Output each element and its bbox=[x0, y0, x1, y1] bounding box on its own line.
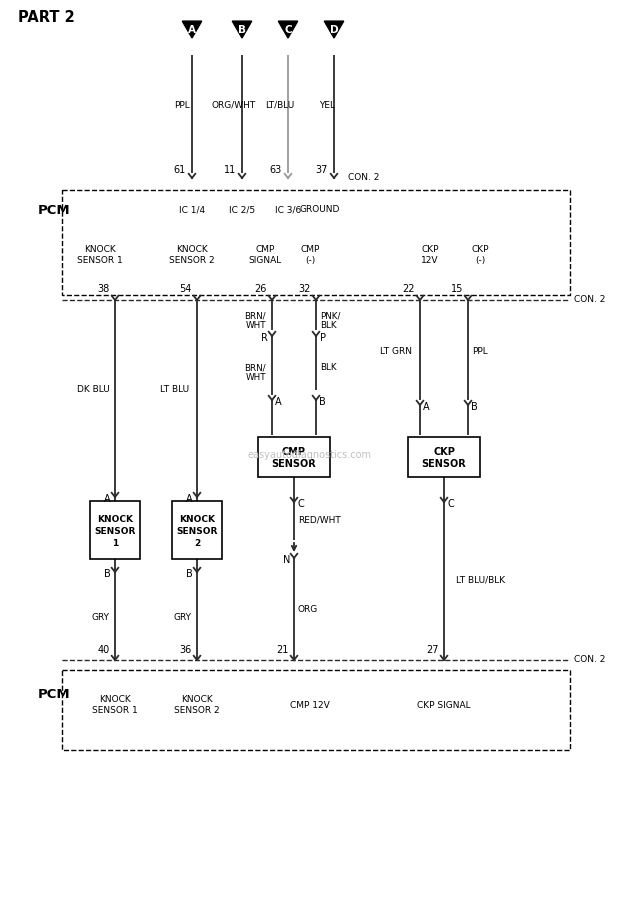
Polygon shape bbox=[182, 21, 201, 38]
Text: B: B bbox=[471, 402, 478, 412]
Text: KNOCK
SENSOR 1: KNOCK SENSOR 1 bbox=[92, 696, 138, 715]
Text: DK BLU: DK BLU bbox=[77, 385, 109, 394]
Text: CON. 2: CON. 2 bbox=[574, 655, 606, 664]
Text: SENSOR: SENSOR bbox=[176, 527, 218, 536]
Text: 61: 61 bbox=[174, 165, 186, 175]
Text: CON. 2: CON. 2 bbox=[574, 295, 606, 304]
Text: PPL: PPL bbox=[174, 101, 190, 110]
Text: 54: 54 bbox=[180, 284, 192, 294]
Text: LT BLU: LT BLU bbox=[161, 385, 190, 394]
Text: IC 1/4: IC 1/4 bbox=[179, 205, 205, 214]
Text: 2: 2 bbox=[194, 539, 200, 548]
Text: IC 3/6: IC 3/6 bbox=[275, 205, 301, 214]
Text: KNOCK: KNOCK bbox=[97, 516, 133, 525]
Text: WHT: WHT bbox=[245, 321, 266, 330]
Text: CMP 12V: CMP 12V bbox=[290, 700, 330, 709]
Text: P: P bbox=[320, 333, 326, 343]
Bar bbox=[408, 437, 480, 477]
Text: CON. 2: CON. 2 bbox=[348, 174, 379, 183]
Text: CMP: CMP bbox=[282, 447, 306, 457]
Text: 21: 21 bbox=[277, 645, 289, 655]
Polygon shape bbox=[278, 21, 298, 38]
Text: CMP
(-): CMP (-) bbox=[300, 246, 320, 265]
Text: RED/WHT: RED/WHT bbox=[298, 516, 341, 525]
Text: 22: 22 bbox=[402, 284, 415, 294]
Text: A: A bbox=[188, 24, 196, 34]
Text: 40: 40 bbox=[98, 645, 110, 655]
Text: BLK: BLK bbox=[320, 321, 337, 330]
Polygon shape bbox=[232, 21, 252, 38]
Bar bbox=[172, 501, 222, 559]
Text: CMP
SIGNAL: CMP SIGNAL bbox=[248, 246, 282, 265]
Text: B: B bbox=[319, 397, 326, 407]
Text: PPL: PPL bbox=[472, 347, 488, 356]
Text: KNOCK
SENSOR 2: KNOCK SENSOR 2 bbox=[169, 246, 215, 265]
Text: BRN/: BRN/ bbox=[244, 364, 266, 373]
Text: YEL: YEL bbox=[319, 101, 335, 110]
Text: 1: 1 bbox=[112, 539, 118, 548]
Text: D: D bbox=[329, 24, 338, 34]
Polygon shape bbox=[324, 21, 344, 38]
Text: C: C bbox=[298, 499, 305, 509]
Text: PART 2: PART 2 bbox=[18, 11, 75, 25]
Text: A: A bbox=[275, 397, 282, 407]
Text: WHT: WHT bbox=[245, 374, 266, 382]
Text: BRN/: BRN/ bbox=[244, 311, 266, 320]
Bar bbox=[62, 670, 570, 750]
Text: B: B bbox=[186, 569, 193, 579]
Text: 32: 32 bbox=[298, 284, 311, 294]
Text: LT BLU/BLK: LT BLU/BLK bbox=[456, 575, 505, 584]
Text: KNOCK
SENSOR 2: KNOCK SENSOR 2 bbox=[174, 696, 220, 715]
Text: 38: 38 bbox=[98, 284, 110, 294]
Text: CKP
12V: CKP 12V bbox=[421, 246, 439, 265]
Text: A: A bbox=[187, 494, 193, 504]
Text: GROUND: GROUND bbox=[300, 205, 340, 214]
Text: PCM: PCM bbox=[38, 203, 70, 217]
Text: LT GRN: LT GRN bbox=[380, 347, 412, 356]
Text: CKP SIGNAL: CKP SIGNAL bbox=[417, 700, 471, 709]
Text: SENSOR: SENSOR bbox=[95, 527, 136, 536]
Text: SENSOR: SENSOR bbox=[272, 459, 316, 469]
Text: R: R bbox=[261, 333, 268, 343]
Text: LT/BLU: LT/BLU bbox=[265, 101, 295, 110]
Bar bbox=[62, 190, 570, 295]
Text: BLK: BLK bbox=[320, 364, 337, 373]
Text: KNOCK
SENSOR 1: KNOCK SENSOR 1 bbox=[77, 246, 123, 265]
Text: IC 2/5: IC 2/5 bbox=[229, 205, 255, 214]
Text: PNK/: PNK/ bbox=[320, 311, 341, 320]
Text: PCM: PCM bbox=[38, 688, 70, 701]
Text: B: B bbox=[104, 569, 111, 579]
Text: CKP: CKP bbox=[433, 447, 455, 457]
Text: 26: 26 bbox=[255, 284, 267, 294]
Bar bbox=[258, 437, 330, 477]
Bar bbox=[90, 501, 140, 559]
Text: SENSOR: SENSOR bbox=[421, 459, 467, 469]
Text: 63: 63 bbox=[269, 165, 282, 175]
Text: B: B bbox=[238, 24, 246, 34]
Text: CKP
(-): CKP (-) bbox=[472, 246, 489, 265]
Text: ORG: ORG bbox=[298, 606, 318, 615]
Text: GRY: GRY bbox=[92, 614, 110, 623]
Text: KNOCK: KNOCK bbox=[179, 516, 215, 525]
Text: 15: 15 bbox=[451, 284, 463, 294]
Text: 11: 11 bbox=[224, 165, 236, 175]
Text: C: C bbox=[448, 499, 455, 509]
Text: GRY: GRY bbox=[174, 614, 192, 623]
Text: 27: 27 bbox=[426, 645, 439, 655]
Text: ORG/WHT: ORG/WHT bbox=[212, 101, 256, 110]
Text: A: A bbox=[104, 494, 111, 504]
Text: 36: 36 bbox=[180, 645, 192, 655]
Text: A: A bbox=[423, 402, 430, 412]
Text: N: N bbox=[282, 555, 290, 565]
Text: easyautodiagnostics.com: easyautodiagnostics.com bbox=[247, 450, 371, 460]
Text: 37: 37 bbox=[316, 165, 328, 175]
Text: C: C bbox=[284, 24, 292, 34]
